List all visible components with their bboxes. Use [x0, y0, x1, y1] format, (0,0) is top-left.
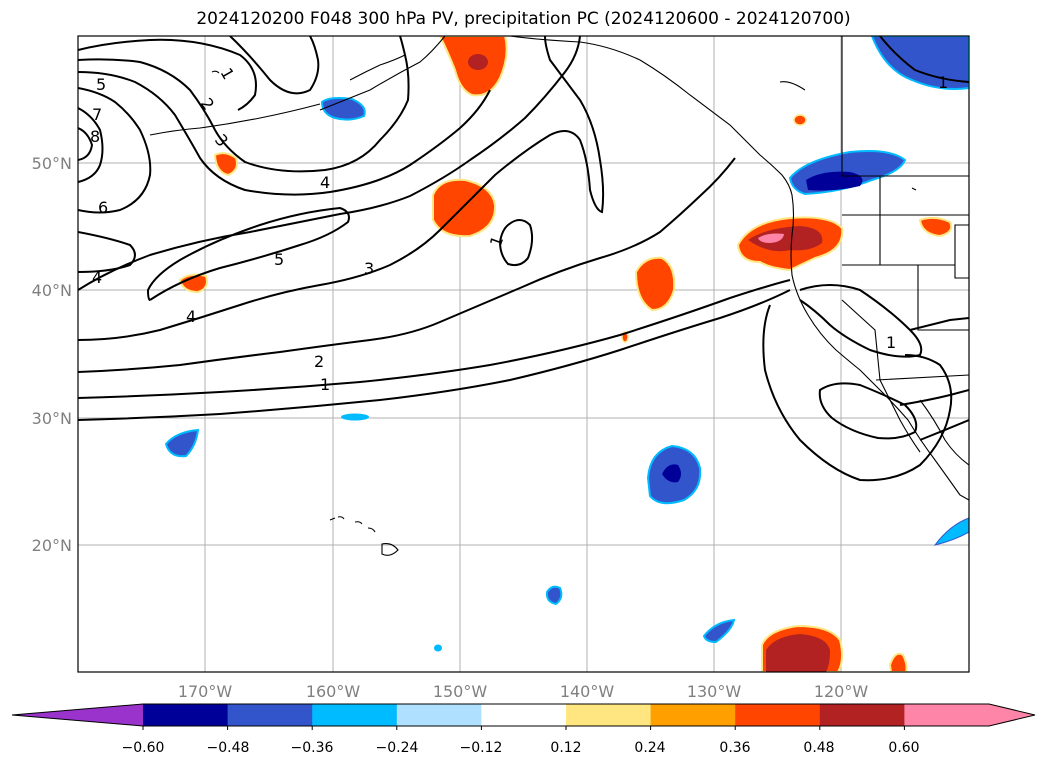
lat-label: 40°N	[32, 281, 72, 300]
lon-label: 120°W	[814, 682, 869, 701]
contour-label: 4	[92, 268, 102, 287]
contour-label: 2	[314, 352, 324, 371]
lon-label: 150°W	[433, 682, 488, 701]
contour-label: 7	[92, 105, 102, 124]
colorbar-tick-label: 0.60	[888, 740, 919, 756]
colorbar	[11, 703, 1036, 730]
contour-label: 2	[197, 94, 218, 113]
contour-label: 3	[364, 259, 374, 278]
colorbar-tick-label: −0.24	[376, 740, 419, 756]
contour-label: 1	[886, 333, 896, 352]
colorbar-tick-label: 0.48	[803, 740, 834, 756]
precip-core-gulf-alaska	[468, 54, 488, 70]
colorbar-tick-label: 0.24	[634, 740, 665, 756]
hawaii-islands	[329, 516, 399, 556]
precip-neg-alaska	[870, 36, 969, 90]
contour-label: 1	[217, 65, 239, 83]
latitude-labels: 50°N 40°N 30°N 20°N	[32, 154, 72, 555]
alaska-coast	[319, 36, 446, 111]
lon-label: 170°W	[178, 682, 233, 701]
colorbar-tick-label: −0.36	[291, 740, 334, 756]
colorbar-bin	[735, 704, 821, 726]
graticule	[78, 36, 969, 672]
colorbar-tick-label: −0.48	[207, 740, 250, 756]
precip-neg-south-1	[545, 585, 563, 606]
precip-anomaly-shading	[164, 36, 969, 672]
precip-blob-small-1	[213, 152, 238, 177]
pacific-northwest-coast	[509, 36, 969, 501]
colorbar-tick-label: 0.12	[550, 740, 581, 756]
colorbar-tick-label: 0.36	[719, 740, 750, 756]
precip-blob-offshore	[634, 256, 676, 312]
contour-label: 4	[186, 307, 196, 326]
precip-neg-aleutian	[320, 97, 366, 121]
colorbar-bin	[227, 704, 313, 726]
precip-neg-west-1	[164, 428, 200, 458]
pv-closed-low	[498, 219, 534, 267]
precip-blob-idaho	[918, 216, 953, 238]
precip-blob-south-2	[888, 652, 908, 672]
precip-blob-bc	[793, 114, 807, 126]
precip-neg-west-2	[341, 413, 369, 421]
lat-label: 30°N	[32, 409, 72, 428]
precip-core-south-1	[766, 634, 830, 672]
lon-label: 160°W	[306, 682, 361, 701]
colorbar-bin	[904, 704, 990, 726]
precip-neg-east-edge	[933, 517, 969, 546]
map-area: 1 2 3 4 5 6 7 8 4 5 4 4 3 2 1 1 1 1 1	[78, 36, 969, 672]
map-frame	[77, 35, 970, 673]
pv-contours	[78, 36, 969, 482]
pv-cutoff-california	[799, 284, 923, 358]
lat-label: 20°N	[32, 536, 72, 555]
colorbar-bin	[396, 704, 482, 726]
colorbar-extend-low	[12, 704, 143, 726]
colorbar-tick-labels: −0.60 −0.48 −0.36 −0.24 −0.12 0.12 0.24 …	[122, 740, 920, 756]
colorbar-bin	[481, 704, 567, 726]
contour-label: 1	[938, 73, 948, 92]
contour-label: 1	[486, 233, 507, 249]
lon-label: 130°W	[687, 682, 742, 701]
contour-label: 6	[98, 198, 108, 217]
contour-label: 1	[320, 375, 330, 394]
precip-neg-south-3	[434, 644, 442, 652]
precip-core-oregon	[748, 226, 823, 252]
lat-label: 50°N	[32, 154, 72, 173]
colorbar-extend-high	[989, 704, 1035, 726]
contour-label: 5	[96, 75, 106, 94]
colorbar-bin	[566, 704, 652, 726]
contour-label: 5	[274, 250, 284, 269]
colorbar-bin	[819, 704, 905, 726]
colorbar-tick-label: −0.60	[122, 740, 165, 756]
colorbar-bin	[312, 704, 398, 726]
precip-neg-south-2	[702, 618, 736, 644]
colorbar-bin	[143, 704, 229, 726]
lon-label: 140°W	[560, 682, 615, 701]
precip-peak-oregon	[758, 233, 784, 243]
longitude-labels: 170°W 160°W 150°W 140°W 130°W 120°W	[178, 682, 869, 701]
colorbar-bin	[650, 704, 736, 726]
colorbar-tick-label: −0.12	[460, 740, 503, 756]
coastlines	[149, 36, 969, 556]
map-title: 2024120200 F048 300 hPa PV, precipitatio…	[196, 9, 851, 29]
pv-contour	[78, 38, 257, 111]
precip-neg-core-hawaii-east	[662, 464, 681, 483]
contour-label: 4	[320, 173, 330, 192]
contour-label: 8	[90, 127, 100, 146]
